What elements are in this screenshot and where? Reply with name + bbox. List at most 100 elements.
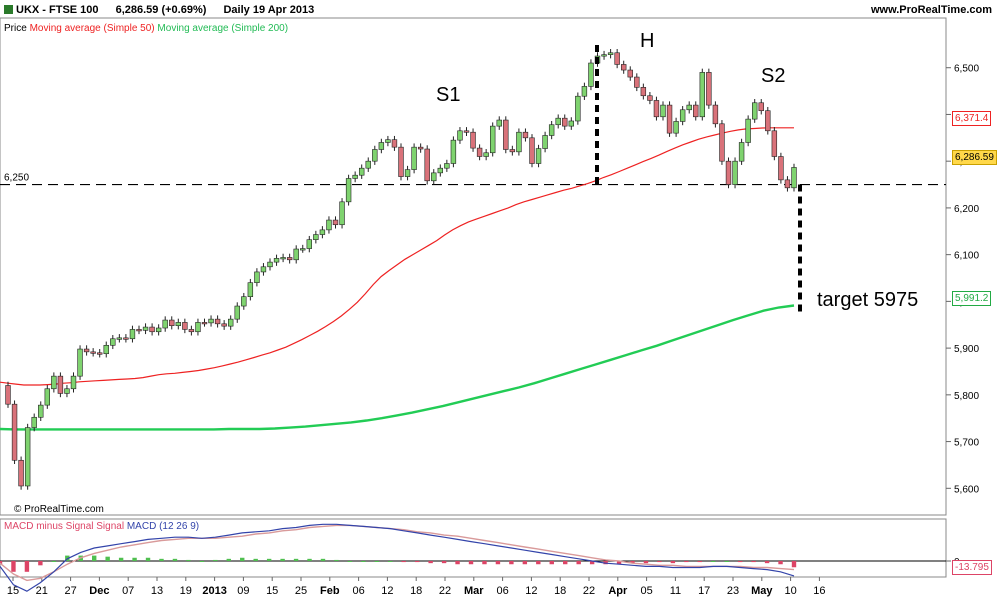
candle-body (732, 160, 738, 185)
x-tick-label: 13 (151, 585, 163, 597)
macd-hist-bar (213, 559, 218, 561)
candle-body (634, 76, 640, 88)
level-label: 6,250 (4, 173, 29, 184)
macd-hist-bar (441, 561, 447, 564)
candle-body (260, 266, 267, 273)
annotations: S1 H S2 target 5975 (436, 30, 918, 314)
x-tick-label: Apr (608, 585, 628, 597)
x-axis: 15 21 27 Dec 07 13 19 2013 09 15 25 Feb 06 12 18 22 Mar 0… (7, 577, 826, 597)
s2-label: S2 (761, 65, 785, 87)
x-tick-label: 16 (813, 585, 825, 597)
candle-body (758, 102, 764, 112)
x-tick-label: 25 (295, 585, 307, 597)
candle-body (568, 120, 575, 127)
candle-body (503, 119, 509, 150)
candle-body (103, 345, 109, 355)
candle-body (378, 142, 385, 150)
candle-body (463, 130, 470, 133)
candle-body (306, 239, 312, 249)
macd-hist-bar (347, 561, 353, 562)
candle-body (496, 119, 502, 127)
candle-body (575, 95, 581, 122)
macd-hist-bar (145, 557, 151, 561)
candle-body (97, 352, 103, 355)
quote: 6,286.59 (+0.69%) (115, 4, 207, 16)
candle-body (450, 139, 457, 164)
candle-body (522, 131, 529, 139)
macd-hist-bar (240, 557, 245, 561)
candle-body (129, 329, 136, 340)
macd-hist-bar (549, 561, 554, 565)
price-label: Price (4, 23, 27, 34)
macd-line (0, 523, 795, 592)
candle-body (70, 375, 77, 390)
candle-body (57, 375, 64, 394)
candle-body (385, 139, 391, 143)
candle-body (228, 318, 234, 327)
candle-body (293, 248, 299, 261)
x-tick-label: 12 (525, 585, 537, 597)
candle-body (483, 152, 489, 157)
symbol: UKX - FTSE 100 (16, 4, 99, 16)
macd-hist-bar (320, 558, 326, 561)
candle-body (5, 385, 11, 405)
candle-body (666, 104, 673, 134)
candle-body (765, 110, 771, 132)
candle-body (516, 131, 522, 153)
ma200-price-tag: 5,991.2 (952, 291, 992, 306)
macd-hist-bar (414, 561, 420, 563)
candle-body (444, 163, 450, 169)
candle-body (280, 257, 286, 260)
candle-body (555, 117, 561, 126)
macd-hist-bar (764, 561, 770, 564)
s1-label: S1 (436, 84, 460, 106)
candle-body (607, 52, 614, 55)
macd-hist-bar (401, 561, 406, 563)
candle-body (136, 329, 142, 332)
candle-body (614, 52, 620, 65)
y-tick-label: 5,600 (954, 484, 979, 495)
macd-hist-bar (589, 561, 595, 565)
macd-hist-bar (657, 561, 662, 563)
website: www.ProRealTime.com (870, 4, 992, 16)
candle-body (640, 87, 647, 97)
macd-hist-bar (697, 561, 702, 563)
candle-body (51, 375, 57, 390)
candle-body (221, 323, 227, 327)
candle-body (188, 329, 195, 333)
y-tick-label: 6,200 (954, 204, 979, 215)
candle-body (332, 219, 339, 226)
candle-body (365, 160, 371, 169)
macd-hist-bar (159, 558, 164, 561)
macd-group: 0 (0, 523, 960, 592)
macd-hist-bar (563, 561, 568, 565)
candle-body (457, 130, 463, 141)
candle-body (247, 282, 254, 298)
last-price-tag: 6,286.59 (952, 150, 997, 165)
macd-hist-bar (24, 561, 30, 572)
candle-body (286, 257, 293, 261)
candle-body (123, 337, 129, 340)
macd-hist-bar (751, 561, 756, 563)
candle-body (489, 125, 496, 154)
header-icon (4, 5, 13, 14)
y-tick-label: 5,700 (954, 438, 979, 449)
x-tick-label: 05 (640, 585, 652, 597)
candle-body (529, 137, 535, 164)
x-tick-label: 2013 (202, 585, 226, 597)
ma50-group (0, 127, 794, 386)
x-tick-label: 06 (496, 585, 508, 597)
macd-hist-bar (522, 561, 528, 565)
candle-body (90, 351, 96, 354)
macd-hist-bar (118, 557, 124, 561)
candle-body (234, 305, 240, 320)
macd-hist-bar (361, 561, 366, 562)
candle-body (411, 146, 417, 170)
candle-body (660, 104, 666, 118)
x-tick-label: 27 (64, 585, 76, 597)
candle-body (300, 248, 306, 251)
x-tick-label: Mar (464, 585, 484, 597)
macd-hist-bar (38, 561, 43, 566)
candle-body (169, 319, 175, 326)
